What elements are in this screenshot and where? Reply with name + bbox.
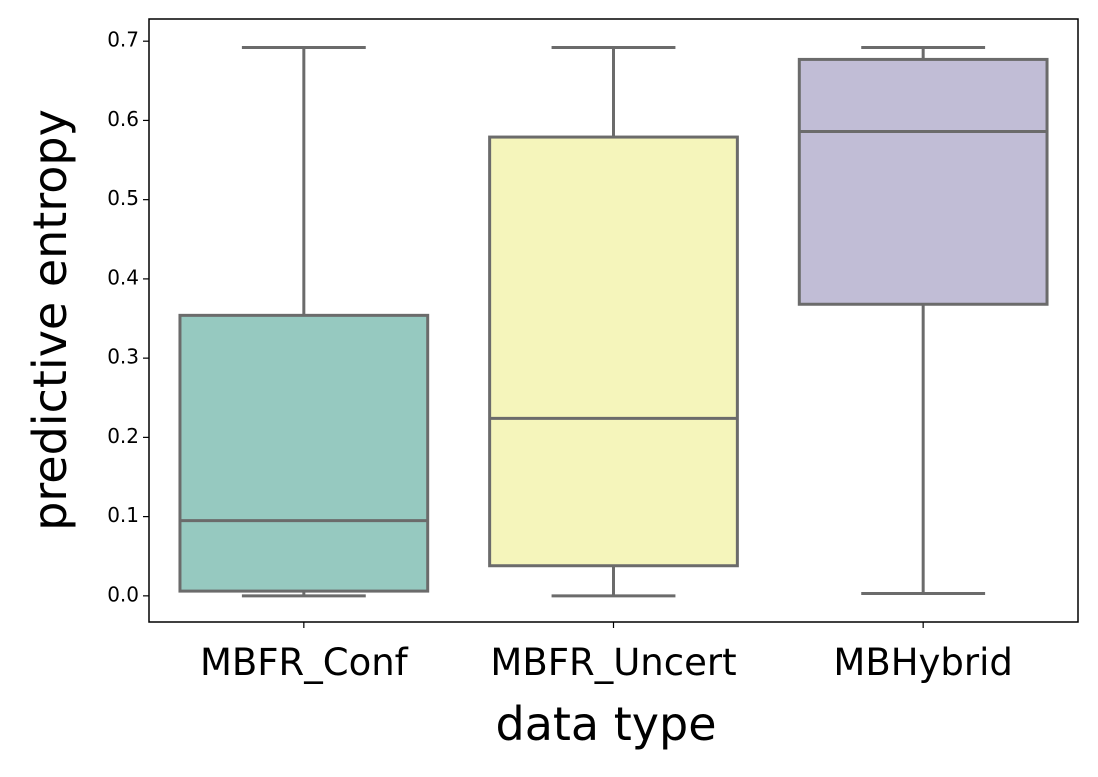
- y-tick-label: 0.3: [107, 345, 139, 369]
- box: [178, 313, 430, 593]
- box: [797, 57, 1049, 306]
- y-tick-label: 0.2: [107, 424, 139, 448]
- x-tick-label: MBFR_Conf: [200, 641, 409, 684]
- y-tick-label: 0.1: [107, 503, 139, 527]
- x-axis-label: data type: [496, 697, 717, 751]
- x-tick-label: MBFR_Uncert: [490, 641, 736, 684]
- box: [488, 135, 739, 568]
- y-tick-label: 0.7: [107, 28, 139, 52]
- plot-frame: [148, 18, 1079, 623]
- y-tick-label: 0.4: [107, 265, 139, 289]
- x-tick-label: MBHybrid: [833, 641, 1013, 684]
- y-tick-label: 0.0: [107, 582, 139, 606]
- y-tick-label: 0.5: [107, 186, 139, 210]
- y-tick-label: 0.6: [107, 107, 139, 131]
- y-axis-label: predictive entropy: [23, 109, 77, 531]
